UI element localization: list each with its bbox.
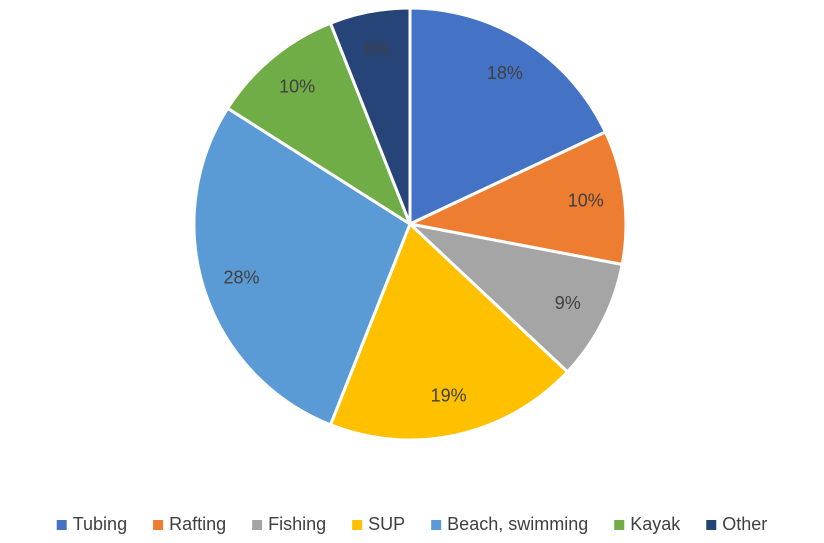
pie-slice: [328, 6, 412, 225]
legend-label: Tubing: [73, 514, 127, 534]
data-label: 6%: [364, 39, 390, 59]
pie-slice: [405, 221, 624, 374]
data-label: 28%: [224, 267, 260, 287]
legend-label: Rafting: [169, 514, 226, 534]
legend-swatch: [252, 520, 263, 530]
legend-label: Fishing: [268, 514, 326, 534]
legend-swatch: [56, 520, 67, 530]
pie-slice: [405, 130, 628, 267]
legend-swatch: [153, 520, 164, 530]
legend-label: Beach, swimming: [447, 514, 588, 534]
pie-slice: [225, 21, 414, 228]
legend-label: Other: [722, 514, 767, 534]
pie-slice: [408, 6, 608, 227]
data-label: 10%: [279, 76, 315, 96]
data-label: 19%: [431, 386, 467, 406]
legend: Tubing Rafting Fishing SUP Beach, swimming Ka…: [56, 514, 767, 534]
legend-label: Kayak: [630, 514, 681, 534]
data-label: 9%: [555, 293, 581, 313]
legend-swatch: [352, 520, 363, 530]
legend-swatch: [614, 520, 625, 530]
pie-slice: [192, 106, 412, 427]
data-label: 18%: [487, 63, 523, 83]
legend-swatch: [431, 520, 442, 530]
data-label: 10%: [568, 191, 604, 211]
legend-label: SUP: [368, 514, 405, 534]
legend-swatch: [706, 520, 717, 530]
